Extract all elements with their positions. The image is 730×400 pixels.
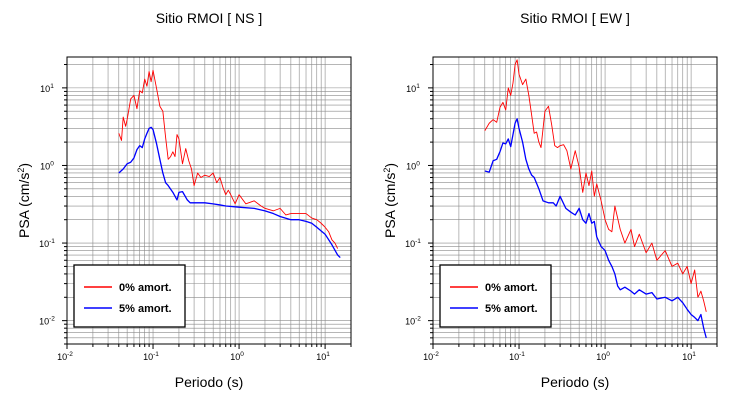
legend: 0% amort. 5% amort. [73,264,186,328]
x-tick-label-exp: 1 [692,351,696,358]
y-axis-label-end: ) [16,163,32,168]
y-tick-label-exp: 0 [50,160,54,167]
x-tick-label-exp: -1 [519,351,525,358]
x-tick-label-base: 10 [682,352,692,362]
x-tick-label-exp: -1 [153,351,159,358]
y-tick-label-base: 10 [40,84,50,94]
y-tick-label-exp: -2 [415,316,421,323]
x-tick-label-exp: 0 [240,351,244,358]
y-tick-label: 101 [40,83,54,94]
y-tick-label-exp: 1 [416,83,420,90]
y-tick-label-exp: 0 [416,160,420,167]
y-axis-label-main: PSA (cm/s [382,173,398,238]
y-tick-label-base: 10 [40,161,50,171]
y-tick-label-base: 10 [405,317,415,327]
tick-marks [62,64,352,349]
y-axis-label-main: PSA (cm/s [16,173,32,238]
y-axis-label-end: ) [382,163,398,168]
y-axis-label-sup: 2 [16,168,26,173]
grid [66,57,352,345]
x-tick-label-base: 10 [596,352,606,362]
x-tick-label-exp: -2 [433,351,439,358]
x-tick-label-exp: 0 [606,351,610,358]
y-axis-label: PSA (cm/s2) [16,163,32,238]
x-tick-label: 100 [596,351,610,362]
x-tick-label-base: 10 [230,352,240,362]
y-axis-label-sup: 2 [382,168,392,173]
chart-title: Sitio RMOI [ EW ] [520,10,630,26]
series-line-red [484,59,707,312]
legend-label: 0% amort. [119,282,172,294]
legend-label: 5% amort. [485,303,538,315]
chart-title: Sitio RMOI [ NS ] [156,10,263,26]
plot-frame [432,56,718,345]
y-tick-label-base: 10 [39,239,49,249]
y-tick-label-base: 10 [406,84,416,94]
x-tick-label-base: 10 [316,352,326,362]
x-tick-label: 101 [682,351,696,362]
y-tick-label-base: 10 [39,317,49,327]
x-tick-label: 10-1 [143,351,159,362]
series-line-blue [118,126,341,259]
x-tick-label: 10-2 [423,351,439,362]
x-axis-label: Periodo (s) [175,374,243,390]
y-tick-label: 10-2 [405,316,421,327]
y-tick-label: 100 [40,160,54,171]
series-line-blue [484,118,707,339]
y-tick-label: 10-2 [39,316,55,327]
y-tick-label-exp: -2 [49,316,55,323]
y-tick-label-exp: -1 [49,238,55,245]
x-tick-label-base: 10 [509,352,519,362]
y-axis-label: PSA (cm/s2) [382,163,398,238]
x-tick-label: 10-2 [57,351,73,362]
x-tick-label-exp: 1 [326,351,330,358]
x-tick-label-base: 10 [57,352,67,362]
y-tick-label: 101 [406,83,420,94]
legend: 0% amort. 5% amort. [439,264,552,328]
y-tick-label: 100 [406,160,420,171]
plot-frame [66,56,352,345]
y-tick-label: 10-1 [405,238,421,249]
y-tick-label-exp: 1 [50,83,54,90]
y-tick-label-base: 10 [405,239,415,249]
legend-box [73,264,186,328]
legend-label: 0% amort. [485,282,538,294]
x-tick-label: 100 [230,351,244,362]
legend-label: 5% amort. [119,303,172,315]
legend-box [439,264,552,328]
y-tick-label-exp: -1 [415,238,421,245]
x-tick-label: 101 [316,351,330,362]
y-tick-label: 10-1 [39,238,55,249]
series-line-red [118,69,339,249]
x-tick-label-base: 10 [423,352,433,362]
x-axis-label: Periodo (s) [541,374,609,390]
x-tick-label: 10-1 [509,351,525,362]
x-tick-label-exp: -2 [67,351,73,358]
y-tick-label-base: 10 [406,161,416,171]
x-tick-label-base: 10 [143,352,153,362]
tick-marks [428,64,718,349]
